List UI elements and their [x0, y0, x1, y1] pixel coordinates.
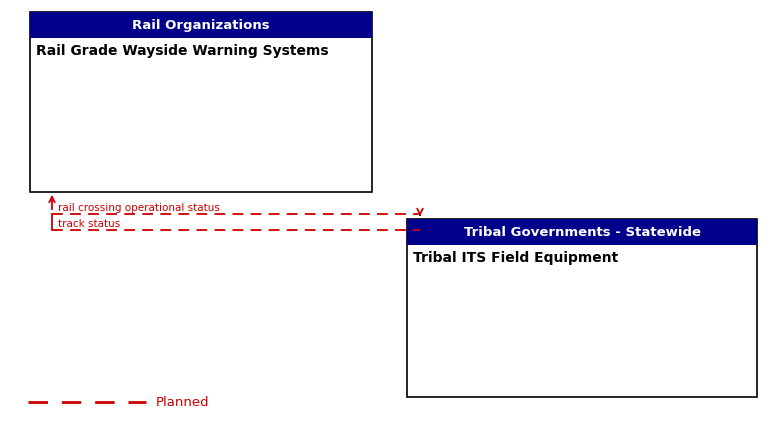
Text: Tribal Governments - Statewide: Tribal Governments - Statewide	[464, 226, 701, 239]
Text: Planned: Planned	[156, 396, 210, 408]
Text: rail crossing operational status: rail crossing operational status	[58, 203, 220, 212]
Bar	[407, 219, 757, 397]
Bar	[30, 13, 372, 193]
Text: Rail Grade Wayside Warning Systems: Rail Grade Wayside Warning Systems	[36, 44, 329, 58]
Text: Tribal ITS Field Equipment: Tribal ITS Field Equipment	[413, 250, 619, 264]
Bar	[407, 219, 757, 246]
Text: Rail Organizations: Rail Organizations	[132, 19, 270, 32]
Text: track status: track status	[58, 218, 121, 228]
Bar	[30, 13, 372, 39]
